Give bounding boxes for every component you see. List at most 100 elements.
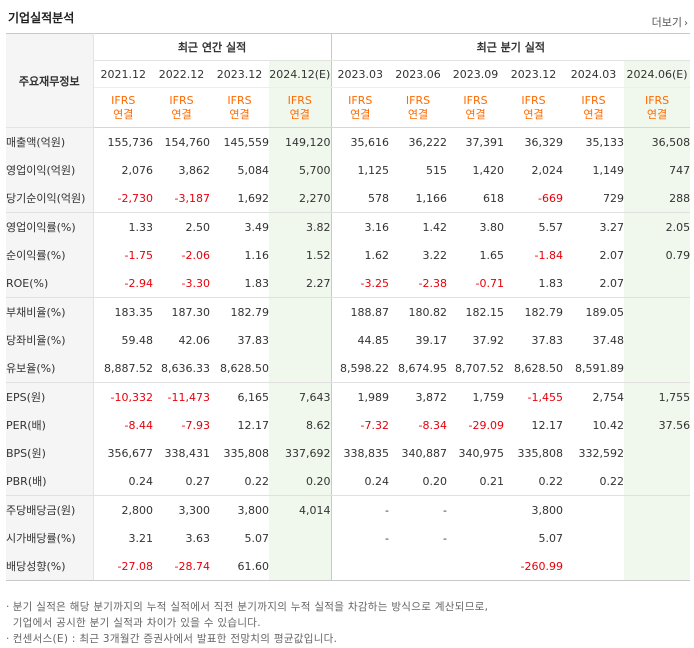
table-cell: 3.21	[128, 531, 154, 545]
table-cell: 145,559	[223, 135, 270, 149]
table-cell: 0.20	[269, 467, 332, 496]
table-cell: -	[330, 524, 390, 552]
table-cell: 180.82	[408, 305, 448, 319]
table-cell: -	[330, 495, 390, 524]
ifrs-label: IFRS	[463, 93, 488, 107]
table-cell: -1.84	[534, 248, 564, 262]
table-cell: -	[443, 531, 448, 545]
row-label: 배당성향(%)	[6, 552, 94, 581]
table-cell	[269, 354, 332, 383]
table-cell: 8,628.50	[210, 354, 269, 383]
table-cell: 2.05	[624, 212, 691, 241]
table-cell: 8,591.89	[563, 354, 625, 383]
ifrs-label: IFRS	[169, 93, 194, 107]
consolidated-label: 연결	[229, 107, 250, 121]
table-cell	[269, 552, 332, 581]
table-cell: 515	[426, 163, 448, 177]
row-label: 당기순이익(억원)	[6, 184, 94, 213]
row-label: 주당배당금(원)	[6, 495, 94, 524]
table-cell: 3,862	[178, 163, 211, 177]
table-row: PBR(배) 0.24 0.27 0.22 0.20 0.24 0.20 0.21 0.22 0.…	[6, 467, 691, 496]
table-cell: 1,692	[210, 184, 269, 213]
table-cell: 1,755	[624, 382, 691, 411]
table-cell: 0.20	[389, 467, 448, 496]
table-cell: 37,391	[465, 135, 505, 149]
period-header: 2023.09	[447, 60, 505, 88]
period-header: 2023.06	[389, 60, 448, 88]
period-header: 2023.03	[330, 60, 390, 88]
table-cell: 0.22	[210, 467, 269, 496]
table-cell: 155,736	[107, 135, 154, 149]
table-cell: 3.22	[422, 248, 448, 262]
table-cell: -3.30	[153, 269, 210, 298]
table-cell	[624, 495, 691, 524]
ifrs-basis: IFRS 연결	[447, 87, 505, 128]
row-label: 영업이익(억원)	[6, 156, 94, 184]
consolidated-label: 연결	[289, 107, 310, 121]
table-cell	[563, 524, 624, 552]
table-cell: 8,707.52	[447, 354, 505, 383]
table-cell: -8.34	[418, 418, 448, 432]
table-row: 당기순이익(억원) -2,730 -3,187 1,692 2,270 578 1,166 6…	[6, 184, 691, 213]
table-row: 영업이익(억원) 2,076 3,862 5,084 5,700 1,125 515 1,42…	[6, 156, 691, 184]
table-cell: 37.83	[531, 333, 564, 347]
table-cell: 1,759	[472, 390, 505, 404]
table-cell: 729	[563, 184, 625, 213]
table-cell: 37.83	[237, 333, 270, 347]
table-cell: -11,473	[167, 390, 210, 404]
consolidated-label: 연결	[646, 107, 668, 121]
table-cell: -27.08	[93, 552, 153, 581]
table-cell: 2.27	[269, 269, 332, 298]
table-row: 배당성향(%) -27.08 -28.74 61.60 -260.99	[6, 552, 691, 581]
table-cell: 35,133	[585, 135, 625, 149]
table-cell	[447, 524, 504, 552]
table-cell: 340,887	[401, 446, 448, 460]
table-row: 부채비율(%) 183.35 187.30 182.79 188.87 180.82 182…	[6, 297, 691, 326]
table-cell: 578	[330, 184, 390, 213]
table-cell: 335,808	[517, 446, 564, 460]
table-cell: 2.07	[563, 269, 625, 298]
table-cell: 189.05	[585, 305, 625, 319]
table-row: PER(배) -8.44 -7.93 12.17 8.62 -7.32 -8.34 -29.0…	[6, 411, 691, 439]
ifrs-basis: IFRS 연결	[210, 87, 269, 128]
table-cell: 1,420	[472, 163, 505, 177]
row-label: 매출액(억원)	[6, 127, 94, 156]
table-cell: 154,760	[164, 135, 211, 149]
table-cell: -29.09	[468, 418, 505, 432]
table-cell: -7.32	[330, 411, 390, 439]
table-cell: 3,300	[178, 503, 211, 517]
table-cell	[269, 524, 332, 552]
row-label: 당좌비율(%)	[6, 326, 94, 354]
period-header: 2024.12(E)	[269, 60, 332, 88]
table-cell: -669	[504, 184, 564, 213]
table-cell: 0.22	[504, 467, 564, 496]
table-cell: 187.30	[171, 305, 211, 319]
table-cell: 183.35	[114, 305, 154, 319]
row-label: PBR(배)	[6, 467, 94, 496]
table-row: BPS(원) 356,677 338,431 335,808 337,692 338,83…	[6, 439, 691, 467]
more-link[interactable]: 더보기 ›	[652, 14, 688, 30]
table-row: 주당배당금(원) 2,800 3,300 3,800 4,014- -3,800	[6, 495, 691, 524]
ifrs-label: IFRS	[287, 93, 312, 107]
row-label: 부채비율(%)	[6, 297, 94, 326]
table-cell	[269, 297, 332, 326]
table-cell: 2.50	[185, 220, 211, 234]
table-cell: 1.42	[422, 220, 448, 234]
table-row: 순이익률(%) -1.75 -2.06 1.16 1.52 1.62 3.22 1.65 -1.…	[6, 241, 691, 269]
table-cell: 3,872	[415, 390, 448, 404]
table-cell: 1.33	[128, 220, 154, 234]
table-cell	[330, 552, 390, 581]
footnotes: · 분기 실적은 해당 분기까지의 누적 실적에서 직전 분기까지의 누적 실적…	[6, 599, 688, 647]
table-row: 영업이익률(%) 1.33 2.50 3.49 3.82 3.16 1.42 3.80 5.57…	[6, 212, 691, 241]
table-cell: 36,329	[524, 135, 564, 149]
table-cell: 3.63	[185, 531, 211, 545]
ifrs-label: IFRS	[521, 93, 546, 107]
table-cell	[624, 439, 691, 467]
table-row: 시가배당률(%) 3.21 3.63 5.07 - - 5.07	[6, 524, 691, 552]
ifrs-basis: IFRS 연결	[330, 87, 390, 128]
table-cell: 5,700	[269, 156, 332, 184]
table-cell: 2,076	[121, 163, 154, 177]
table-cell: -	[443, 503, 448, 517]
group-quarter: 최근 분기 실적	[330, 33, 691, 61]
table-cell: 338,835	[330, 439, 390, 467]
